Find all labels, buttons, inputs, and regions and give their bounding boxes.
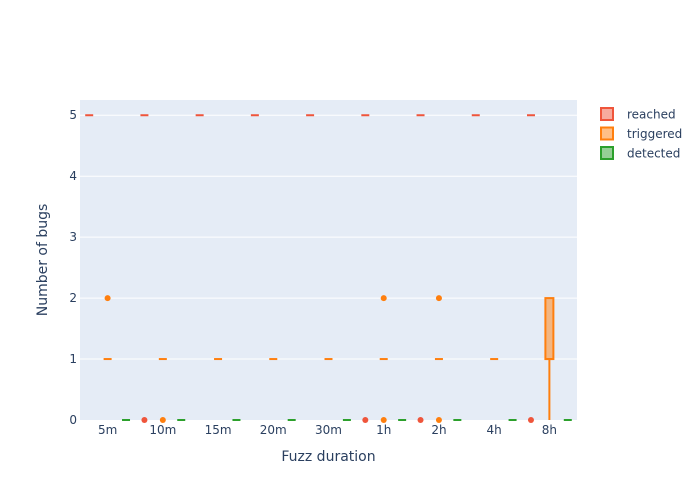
y-tick-label: 5 <box>69 108 77 122</box>
y-tick-label: 0 <box>69 413 77 427</box>
y-tick-label: 4 <box>69 169 77 183</box>
x-tick-label: 8h <box>542 423 557 437</box>
box-reached-8h <box>526 114 535 423</box>
outlier-point <box>141 417 148 423</box>
x-tick-label: 30m <box>315 423 342 437</box>
legend-item-triggered[interactable]: triggered <box>600 126 682 141</box>
legend-swatch <box>600 126 614 141</box>
box-triggered-8h <box>544 297 555 420</box>
y-axis-label: Number of bugs <box>35 204 51 317</box>
legend-swatch <box>600 146 614 160</box>
x-tick-labels: 5m 10m 15m 20m 30m 1h 2h 4h 8h <box>98 423 557 437</box>
box-triggered-1h <box>379 295 388 423</box>
outlier-point <box>380 295 387 302</box>
x-tick-label: 1h <box>376 423 391 437</box>
outlier-point <box>362 417 369 423</box>
box-series-layer <box>85 114 572 423</box>
outlier-point <box>380 417 387 423</box>
x-tick-label: 20m <box>260 423 287 437</box>
box-reached-10m <box>140 114 149 423</box>
x-tick-label: 4h <box>487 423 502 437</box>
x-axis-label: Fuzz duration <box>281 449 375 465</box>
legend[interactable]: reached triggered detected <box>600 107 682 161</box>
legend-label: reached <box>627 108 676 122</box>
legend-label: detected <box>627 147 680 161</box>
x-tick-label: 15m <box>205 423 232 437</box>
outlier-point <box>435 417 442 423</box>
box-triggered-10m <box>158 358 167 423</box>
box-reached-1h <box>361 114 370 423</box>
legend-label: triggered <box>627 127 682 141</box>
x-tick-label: 5m <box>98 423 117 437</box>
y-tick-label: 1 <box>69 352 77 366</box>
outlier-point <box>104 295 111 302</box>
outlier-point <box>159 417 166 423</box>
box-triggered-2h <box>434 295 443 423</box>
outlier-point <box>417 417 424 423</box>
y-tick-label: 3 <box>69 230 77 244</box>
y-tick-labels: 0 1 2 3 4 5 <box>69 108 77 427</box>
plot-background <box>80 100 577 420</box>
x-tick-label: 2h <box>431 423 446 437</box>
y-tick-label: 2 <box>69 291 77 305</box>
box-reached-2h <box>416 114 425 423</box>
legend-item-detected[interactable]: detected <box>600 146 680 161</box>
box-triggered-5m <box>103 295 112 361</box>
legend-swatch <box>600 107 614 121</box>
x-tick-label: 10m <box>149 423 176 437</box>
series-reached <box>85 114 535 423</box>
series-triggered <box>103 295 555 423</box>
outlier-point <box>435 295 442 302</box>
outlier-point <box>527 417 534 423</box>
box-body <box>544 297 555 361</box>
legend-item-reached[interactable]: reached <box>600 107 676 122</box>
